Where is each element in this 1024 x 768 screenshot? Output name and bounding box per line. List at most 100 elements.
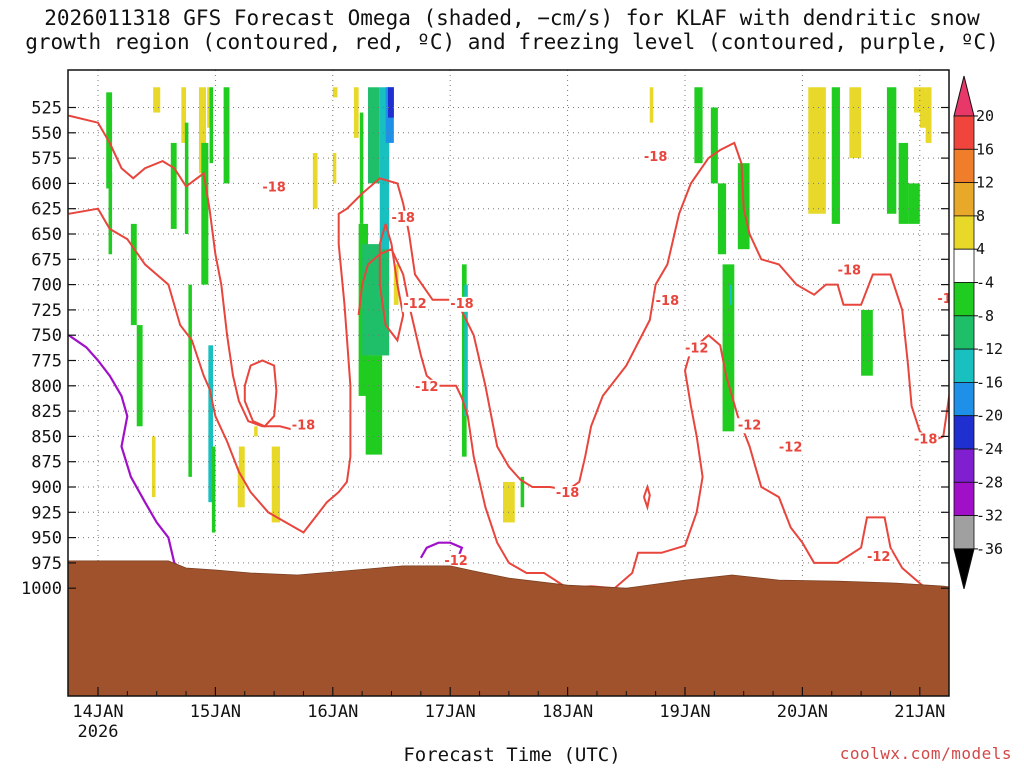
colorbar-swatch	[953, 481, 975, 516]
omega-cell	[152, 436, 156, 498]
omega-cell	[130, 223, 137, 326]
omega-cell	[359, 112, 364, 224]
colorbar-label: -36	[976, 540, 1003, 558]
contour-label: -18	[914, 432, 938, 447]
dgz-contour	[243, 359, 278, 428]
omega-cell	[464, 284, 468, 417]
omega-cell	[184, 122, 189, 234]
y-tick-label: 750	[31, 326, 62, 346]
colorbar-label: -8	[976, 307, 994, 325]
y-tick-label: 725	[31, 301, 62, 321]
contour-label-bg	[936, 291, 949, 307]
contour-label: -18	[262, 180, 286, 195]
colorbar-bottom-arrow	[953, 548, 975, 590]
omega-cell	[362, 244, 390, 356]
contour-label-bg	[261, 180, 287, 196]
y-tick-label: 550	[31, 124, 62, 144]
dgz-contour	[357, 247, 927, 590]
x-tick-label: 19JAN	[659, 702, 710, 722]
contour-label-bg	[777, 440, 804, 456]
colorbar-label: -32	[976, 507, 1003, 525]
contour-label-bg	[865, 549, 892, 565]
colorbar-label: 12	[976, 174, 994, 192]
contour-label-bg	[443, 553, 469, 569]
colorbar: 20 16 12 8 4 -4 -8 -12 -16 -20 -24 -28 -32 -36	[953, 75, 1003, 590]
colorbar-label: 20	[976, 107, 994, 125]
y-tick-label: 850	[31, 427, 62, 447]
dgz-contour	[642, 483, 651, 512]
omega-cell	[368, 87, 380, 184]
omega-cell	[223, 87, 230, 184]
omega-cell	[925, 87, 932, 143]
contour-label: -12	[444, 554, 468, 569]
dgz-contour	[378, 223, 405, 343]
credit-text[interactable]: coolwx.com/models	[839, 744, 1012, 763]
omega-cell	[831, 87, 840, 224]
y-tick-label: 875	[31, 453, 62, 473]
colorbar-label: -24	[976, 440, 1003, 458]
y-tick-label: 950	[31, 529, 62, 549]
omega-cell	[503, 481, 515, 523]
omega-cell	[694, 87, 703, 164]
omega-cell	[211, 446, 216, 533]
contour-label: -18	[292, 418, 316, 433]
dgz-contour	[68, 114, 304, 431]
omega-cell	[365, 355, 383, 455]
terrain-layer	[68, 560, 949, 696]
colorbar-swatch	[953, 215, 975, 250]
omega-cell	[729, 284, 732, 305]
colorbar-swatch	[953, 282, 975, 317]
contour-label: -12	[415, 380, 439, 395]
freezing-contour	[68, 334, 181, 569]
x-tick-label: 18JAN	[542, 702, 593, 722]
omega-cell	[710, 107, 718, 184]
omega-cell	[254, 426, 258, 437]
omega-cell	[861, 309, 873, 376]
contour-label: -12	[867, 550, 891, 565]
x-axis: 14JAN 15JAN 16JAN 17JAN 18JAN 19JAN 20JAN 21JAN…	[72, 687, 945, 742]
omega-cell	[208, 345, 214, 503]
omega-cell	[136, 325, 143, 427]
omega-cell	[808, 87, 826, 214]
contour-label: -12	[779, 441, 803, 456]
omega-cell	[170, 142, 177, 229]
y-tick-label: 975	[31, 554, 62, 574]
colorbar-swatch	[953, 148, 975, 184]
colorbar-swatch	[953, 415, 975, 450]
omega-cell	[201, 142, 209, 285]
omega-cell	[198, 87, 207, 174]
contour-label-bg	[683, 341, 710, 357]
y-tick-label: 775	[31, 352, 62, 372]
contour-label-bg	[836, 263, 863, 279]
contour-label-bg	[654, 293, 681, 309]
omega-cell	[913, 87, 926, 113]
x-tick-label: 21JAN	[894, 702, 945, 722]
x-tick-label: 16JAN	[307, 702, 358, 722]
omega-cell	[382, 142, 390, 184]
y-tick-label: 1000	[21, 579, 62, 599]
omega-cell	[237, 466, 242, 508]
omega-cell	[153, 87, 161, 113]
contour-label: -18	[656, 294, 680, 309]
contour-label-bg	[736, 418, 763, 434]
y-tick-label: 575	[31, 149, 62, 169]
omega-cell	[332, 87, 338, 98]
colorbar-swatch	[953, 182, 975, 217]
title-line2: growth region (contoured, red, ºC) and f…	[25, 30, 999, 54]
omega-cell	[520, 476, 525, 508]
contour-label-bg	[449, 296, 475, 312]
title-line1: 2026011318 GFS Forecast Omega (shaded, −…	[44, 6, 980, 30]
contour-label: -12	[738, 418, 762, 433]
colorbar-label: 16	[976, 140, 994, 158]
colorbar-swatch	[953, 381, 975, 417]
omega-cell	[908, 183, 920, 224]
y-tick-label: 625	[31, 200, 62, 220]
dgz-contour	[68, 141, 949, 534]
contour-label-bg	[413, 379, 440, 395]
x-tick-label: 20JAN	[777, 702, 828, 722]
x-tick-label: 15JAN	[190, 702, 241, 722]
colorbar-swatch	[953, 515, 975, 550]
colorbar-swatch	[953, 315, 975, 350]
y-tick-label: 700	[31, 276, 62, 296]
omega-cell	[387, 87, 394, 118]
